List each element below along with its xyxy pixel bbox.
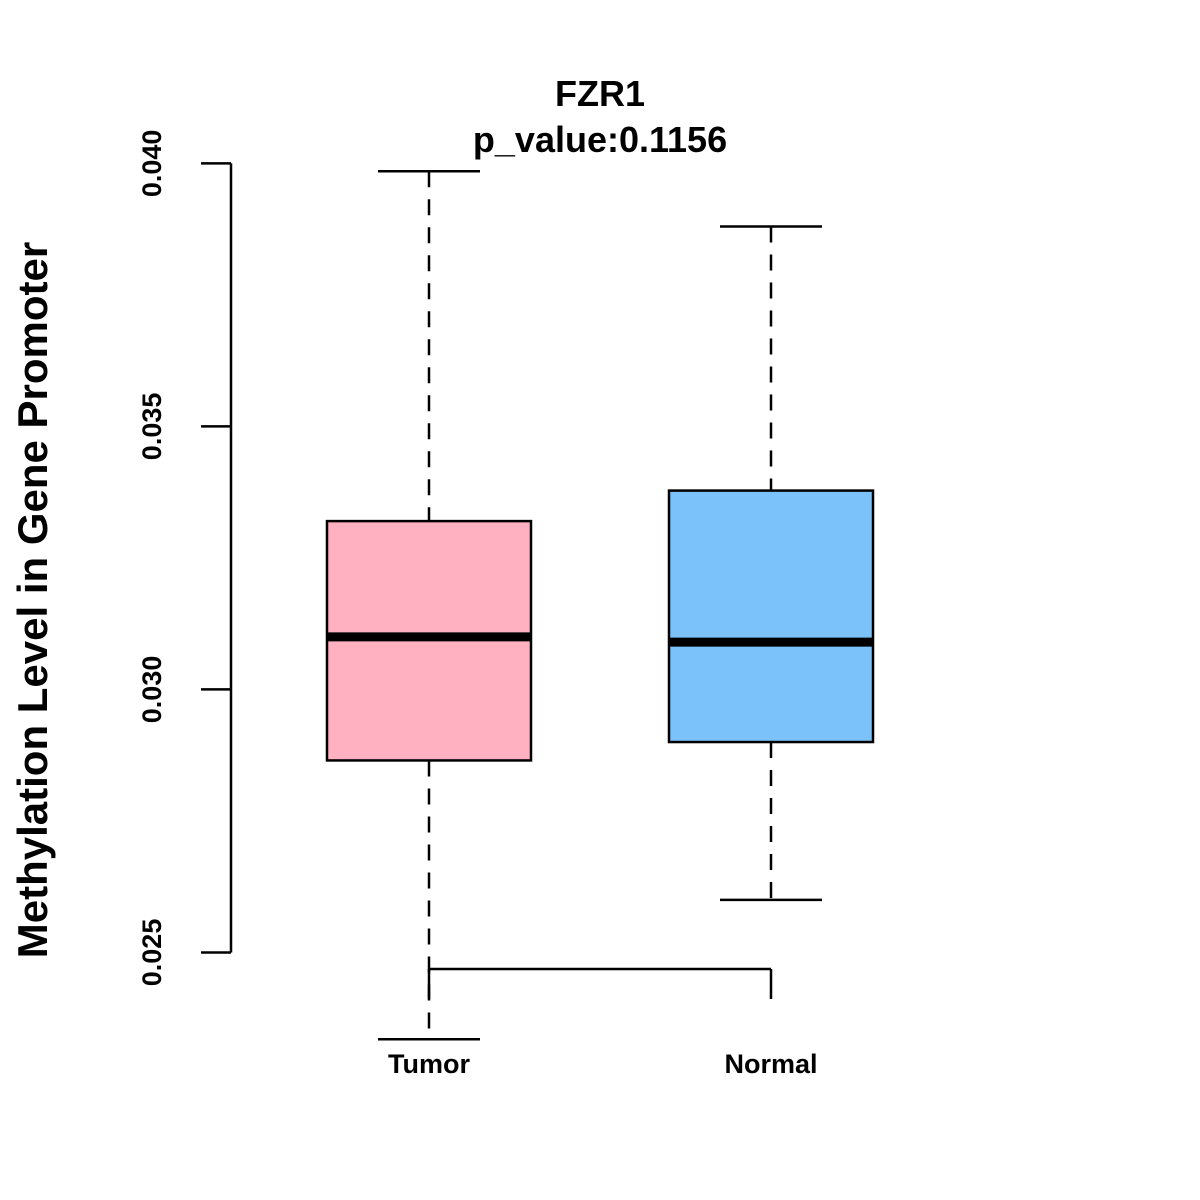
y-tick-label: 0.030 [137, 656, 167, 724]
box-tumor [325, 170, 533, 1041]
y-tick-label: 0.025 [137, 919, 167, 987]
y-axis: 0.025 0.030 0.035 0.040 [137, 130, 233, 987]
y-tick-label: 0.040 [137, 130, 167, 198]
box-normal [667, 225, 875, 902]
x-tick-label: Tumor [388, 1049, 470, 1079]
y-axis-label: Methylation Level in Gene Promoter [9, 242, 56, 958]
boxes-layer [325, 170, 875, 1041]
chart-title: FZR1 [555, 73, 645, 114]
y-tick-label: 0.035 [137, 393, 167, 461]
chart-subtitle: p_value:0.1156 [473, 119, 727, 160]
x-tick-label: Normal [724, 1049, 817, 1079]
iqr-box [667, 489, 875, 744]
x-axis: Tumor Normal [388, 967, 818, 1079]
